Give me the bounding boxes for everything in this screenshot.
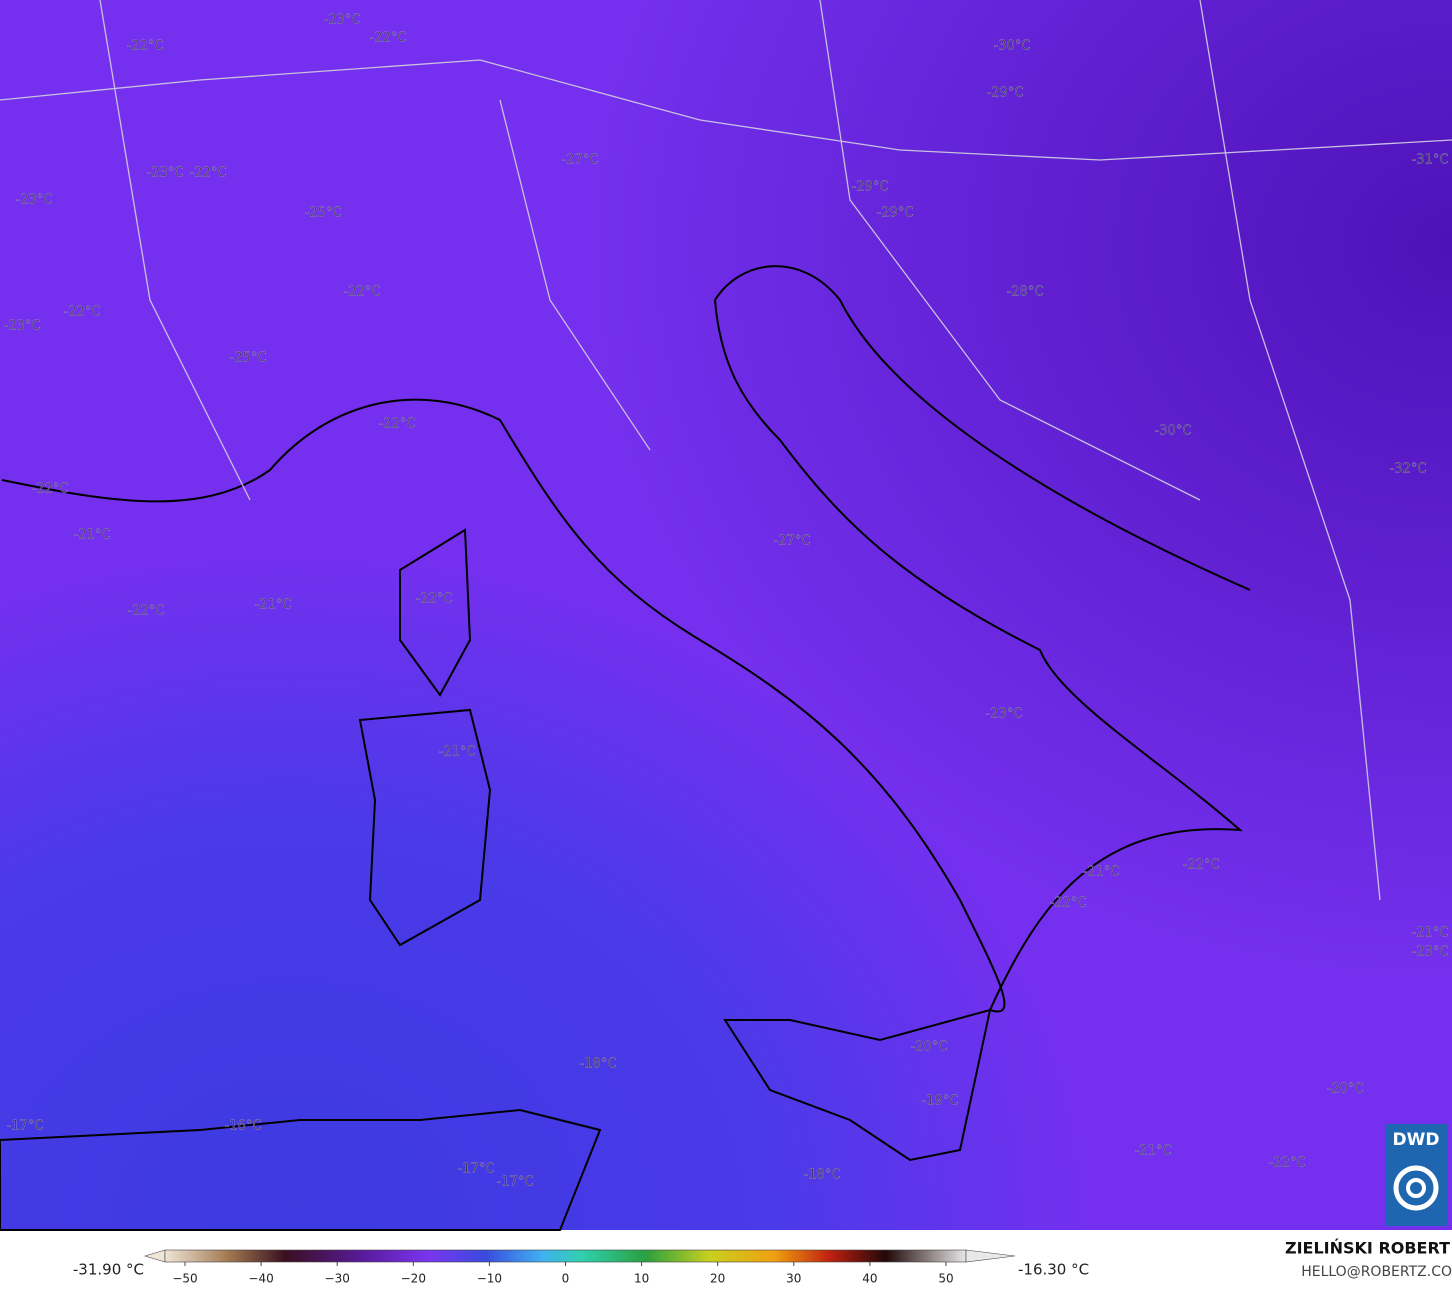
temperature-label: -29°C — [852, 180, 889, 195]
temperature-label: -17°C — [458, 1162, 495, 1177]
temperature-label: -20°C — [1327, 1082, 1364, 1097]
temperature-label: -17°C — [7, 1119, 44, 1134]
temperature-label: -23°C — [1412, 945, 1449, 960]
colorbar-tick-label: −50 — [172, 1272, 197, 1286]
colorbar-tick-label: 50 — [938, 1272, 953, 1286]
colorbar-tick-label: 0 — [562, 1272, 570, 1286]
temperature-labels: -23°C -22°C -22°C -30°C -29°C -27°C -23°C -22°C… — [3, 12, 1449, 1190]
temperature-label: -28°C — [1007, 285, 1044, 300]
colorbar-tick-label: −40 — [248, 1272, 273, 1286]
temperature-label: -23°C — [16, 193, 53, 208]
colorbar-tick-label: −20 — [401, 1272, 426, 1286]
colorbar-bar — [164, 1249, 967, 1263]
temperature-label: -22°C — [32, 482, 69, 497]
temperature-label: -22°C — [127, 39, 164, 54]
colorbar: -31.90 °C -16.30 °C −50 −40 −30 −20 −10 0 10 20… — [73, 1249, 1089, 1286]
temperature-label: -19°C — [922, 1094, 959, 1109]
colorbar-tick-label: 40 — [862, 1272, 877, 1286]
temperature-label: -25°C — [230, 351, 267, 366]
borders — [0, 0, 1452, 901]
logo-swirl — [1393, 1165, 1439, 1211]
warm-area — [0, 0, 1452, 1230]
map: -23°C -22°C -22°C -30°C -29°C -27°C -23°C -22°C… — [0, 0, 1452, 1231]
colorbar-tick-label: −10 — [477, 1272, 502, 1286]
dwd-logo: DWD — [1385, 1124, 1447, 1226]
temperature-label: -22°C — [128, 604, 165, 619]
temperature-label: -22°C — [1183, 858, 1220, 873]
colorbar-tick-label: 30 — [786, 1272, 801, 1286]
temperature-label: -31°C — [1412, 153, 1449, 168]
colorbar-tick-label: 20 — [710, 1272, 725, 1286]
temperature-label: -21°C — [1412, 926, 1449, 941]
temperature-label: -16°C — [225, 1119, 262, 1134]
temperature-label: -22°C — [416, 592, 453, 607]
author: ZIELIŃSKI ROBERT — [1285, 1239, 1450, 1258]
temperature-label: -27°C — [562, 153, 599, 168]
logo-swirl — [1406, 1178, 1426, 1198]
temperature-label: -22°C — [344, 285, 381, 300]
temperature-label: -21°C — [439, 745, 476, 760]
temperature-label: -22°C — [379, 417, 416, 432]
temperature-label: -23°C — [4, 319, 41, 334]
colorbar-tick-label: −30 — [325, 1272, 350, 1286]
temperature-label: -22°C — [190, 166, 227, 181]
coastline — [1, 265, 1251, 1013]
temperature-label: -18°C — [804, 1168, 841, 1183]
temperature-label: -20°C — [911, 1040, 948, 1055]
temperature-label: -22°C — [1050, 896, 1087, 911]
temperature-label: -23°C — [147, 166, 184, 181]
temperature-label: -27°C — [774, 534, 811, 549]
temperature-label: -23°C — [324, 13, 361, 28]
min-value: -31.90 °C — [73, 1261, 144, 1279]
temperature-label: -18°C — [580, 1057, 617, 1072]
temperature-label: -23°C — [986, 707, 1023, 722]
temperature-label: -22°C — [370, 31, 407, 46]
colorbar-high-arrow — [965, 1249, 1016, 1263]
temperature-label: -22°C — [1269, 1156, 1306, 1171]
temperature-label: -30°C — [994, 39, 1031, 54]
colorbar-tick-label: 10 — [634, 1272, 649, 1286]
temperature-label: -21°C — [1083, 865, 1120, 880]
temperature-label: -30°C — [1155, 424, 1192, 439]
logo-text: DWD — [1393, 1130, 1440, 1150]
temperature-label: -22°C — [64, 305, 101, 320]
max-value: -16.30 °C — [1018, 1261, 1089, 1279]
email: HELLO@ROBERTZ.CO — [1301, 1264, 1452, 1280]
temperature-label: -32°C — [1390, 462, 1427, 477]
temperature-label: -25°C — [305, 206, 342, 221]
temperature-label: -29°C — [877, 206, 914, 221]
temperature-label: -21°C — [74, 528, 111, 543]
colorbar-low-arrow — [143, 1249, 166, 1263]
temperature-label: -21°C — [1135, 1144, 1172, 1159]
temperature-label: -21°C — [255, 598, 292, 613]
islands-coastline — [0, 528, 992, 1231]
temperature-label: -29°C — [987, 86, 1024, 101]
temperature-label: -17°C — [497, 1175, 534, 1190]
